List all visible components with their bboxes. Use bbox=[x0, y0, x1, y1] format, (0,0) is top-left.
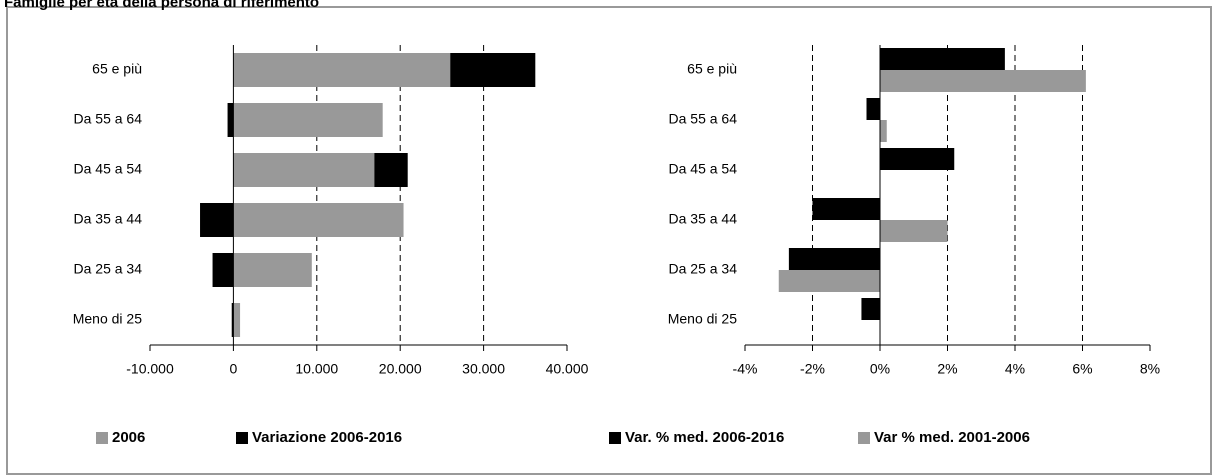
legend-label: Var % med. 2001-2006 bbox=[874, 429, 1030, 446]
bar bbox=[778, 270, 880, 292]
bar bbox=[374, 153, 408, 187]
category-label: Da 35 a 44 bbox=[669, 211, 738, 227]
category-label: Da 55 a 64 bbox=[74, 111, 143, 127]
bar bbox=[880, 148, 955, 170]
title: Famiglie per età della persona di riferi… bbox=[4, 0, 319, 11]
bar bbox=[861, 298, 880, 320]
category-label: Da 45 a 54 bbox=[669, 161, 738, 177]
legend-swatch bbox=[236, 432, 248, 444]
bar bbox=[880, 48, 1005, 70]
x-tick-label: 40.000 bbox=[546, 361, 589, 377]
category-label: Da 25 a 34 bbox=[74, 261, 143, 277]
x-tick-label: 20.000 bbox=[379, 361, 422, 377]
x-tick-label: 30.000 bbox=[462, 361, 505, 377]
category-label: Meno di 25 bbox=[668, 311, 737, 327]
bar bbox=[212, 253, 234, 287]
category-label: Da 25 a 34 bbox=[669, 261, 738, 277]
bar bbox=[233, 153, 375, 187]
bar bbox=[233, 303, 241, 337]
category-label: 65 e più bbox=[92, 61, 142, 77]
bar bbox=[788, 248, 880, 270]
x-tick-label: -2% bbox=[800, 361, 825, 377]
bar bbox=[880, 70, 1086, 92]
legend-label: Variazione 2006-2016 bbox=[252, 429, 402, 446]
x-tick-label: 0 bbox=[230, 361, 238, 377]
category-label: Da 35 a 44 bbox=[74, 211, 143, 227]
bar bbox=[200, 203, 234, 237]
bar bbox=[880, 220, 948, 242]
x-tick-label: -4% bbox=[733, 361, 758, 377]
legend-swatch bbox=[858, 432, 870, 444]
bar bbox=[866, 98, 880, 120]
bar bbox=[233, 103, 383, 137]
x-tick-label: -10.000 bbox=[126, 361, 174, 377]
category-label: Da 45 a 54 bbox=[74, 161, 143, 177]
x-tick-label: 0% bbox=[870, 361, 890, 377]
bar bbox=[450, 53, 536, 87]
legend-label: 2006 bbox=[112, 429, 145, 446]
category-label: 65 e più bbox=[687, 61, 737, 77]
legend-label: Var. % med. 2006-2016 bbox=[625, 429, 784, 446]
x-tick-label: 8% bbox=[1140, 361, 1160, 377]
legend-swatch bbox=[96, 432, 108, 444]
bar bbox=[233, 53, 451, 87]
x-tick-label: 2% bbox=[937, 361, 957, 377]
bar bbox=[231, 303, 234, 337]
bar bbox=[233, 203, 404, 237]
category-label: Meno di 25 bbox=[73, 311, 142, 327]
bar bbox=[227, 103, 234, 137]
bar bbox=[880, 120, 887, 142]
x-tick-label: 10.000 bbox=[295, 361, 338, 377]
x-tick-label: 4% bbox=[1005, 361, 1025, 377]
legend-swatch bbox=[609, 432, 621, 444]
bar bbox=[233, 253, 312, 287]
category-label: Da 55 a 64 bbox=[669, 111, 738, 127]
x-tick-label: 6% bbox=[1072, 361, 1092, 377]
bar bbox=[812, 198, 880, 220]
